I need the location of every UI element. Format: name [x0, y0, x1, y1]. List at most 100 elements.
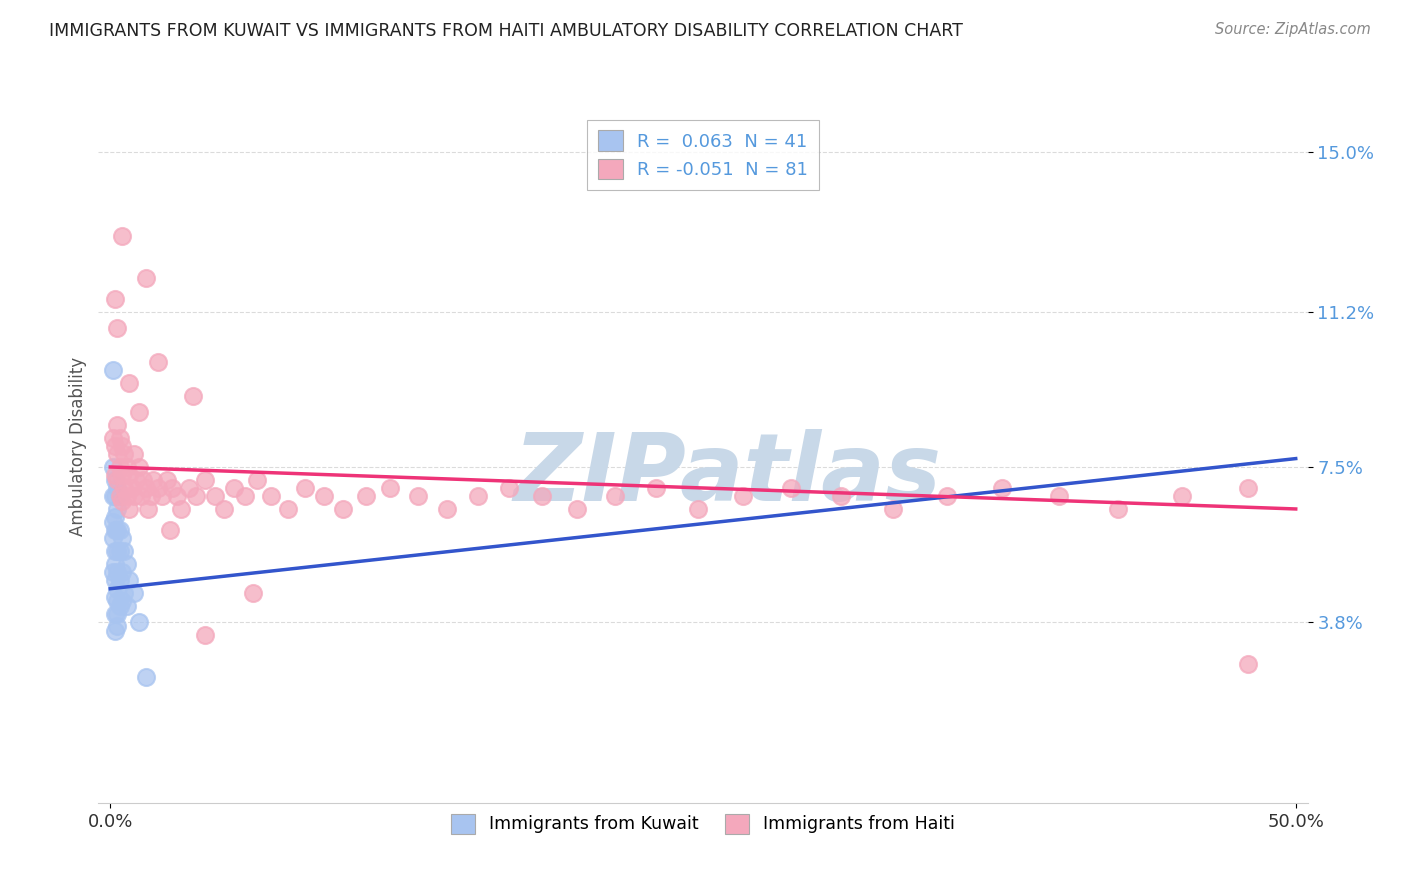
Point	[101, 532, 124, 546]
Point	[194, 628, 217, 642]
Point	[166, 489, 188, 503]
Point	[114, 586, 136, 600]
Point	[104, 468, 127, 483]
Point	[108, 599, 131, 613]
Point	[733, 489, 755, 503]
Y-axis label: Ambulatory Disability: Ambulatory Disability	[69, 357, 87, 535]
Point	[111, 229, 134, 244]
Point	[104, 624, 127, 638]
Legend: Immigrants from Kuwait, Immigrants from Haiti: Immigrants from Kuwait, Immigrants from …	[440, 803, 966, 844]
Point	[160, 481, 183, 495]
Point	[408, 489, 430, 503]
Point	[129, 489, 152, 503]
Point	[101, 431, 124, 445]
Point	[235, 489, 257, 503]
Point	[1047, 489, 1070, 503]
Point	[356, 489, 378, 503]
Point	[111, 493, 134, 508]
Point	[1171, 489, 1194, 503]
Point	[114, 544, 136, 558]
Point	[108, 431, 131, 445]
Point	[101, 565, 124, 579]
Point	[122, 447, 145, 461]
Point	[260, 489, 283, 503]
Point	[294, 481, 316, 495]
Point	[105, 417, 128, 432]
Point	[121, 481, 143, 495]
Point	[530, 489, 553, 503]
Point	[990, 481, 1012, 495]
Point	[277, 502, 299, 516]
Point	[105, 565, 128, 579]
Point	[108, 544, 131, 558]
Point	[830, 489, 852, 503]
Point	[108, 523, 131, 537]
Point	[644, 481, 666, 495]
Point	[115, 557, 138, 571]
Point	[104, 590, 127, 604]
Point	[108, 489, 131, 503]
Point	[882, 502, 904, 516]
Point	[118, 376, 141, 390]
Point	[101, 515, 124, 529]
Point	[152, 489, 174, 503]
Point	[135, 271, 157, 285]
Point	[312, 489, 335, 503]
Point	[108, 460, 131, 475]
Point	[605, 489, 627, 503]
Point	[567, 502, 589, 516]
Point	[779, 481, 801, 495]
Point	[101, 460, 124, 475]
Point	[105, 481, 128, 495]
Point	[156, 473, 179, 487]
Point	[170, 502, 193, 516]
Point	[104, 544, 127, 558]
Point	[135, 670, 157, 684]
Point	[688, 502, 710, 516]
Point	[146, 481, 169, 495]
Point	[104, 489, 127, 503]
Point	[177, 481, 200, 495]
Point	[135, 481, 157, 495]
Point	[122, 586, 145, 600]
Point	[101, 363, 124, 377]
Point	[212, 502, 235, 516]
Point	[104, 557, 127, 571]
Point	[936, 489, 959, 503]
Point	[378, 481, 401, 495]
Point	[105, 594, 128, 608]
Point	[104, 439, 127, 453]
Point	[184, 489, 207, 503]
Point	[115, 489, 138, 503]
Point	[204, 489, 226, 503]
Point	[436, 502, 458, 516]
Point	[118, 502, 141, 516]
Point	[104, 510, 127, 524]
Point	[467, 489, 489, 503]
Point	[114, 447, 136, 461]
Point	[128, 460, 150, 475]
Point	[115, 599, 138, 613]
Point	[111, 594, 134, 608]
Point	[114, 481, 136, 495]
Point	[122, 489, 145, 503]
Point	[104, 523, 127, 537]
Point	[111, 468, 134, 483]
Point	[104, 607, 127, 621]
Point	[104, 473, 127, 487]
Point	[105, 619, 128, 633]
Point	[128, 615, 150, 630]
Point	[105, 544, 128, 558]
Point	[111, 565, 134, 579]
Point	[136, 502, 159, 516]
Point	[181, 389, 204, 403]
Point	[222, 481, 245, 495]
Point	[1237, 481, 1260, 495]
Text: ZIPatlas: ZIPatlas	[513, 428, 941, 521]
Point	[118, 468, 141, 483]
Point	[242, 586, 264, 600]
Point	[332, 502, 354, 516]
Point	[105, 523, 128, 537]
Point	[132, 473, 155, 487]
Point	[105, 447, 128, 461]
